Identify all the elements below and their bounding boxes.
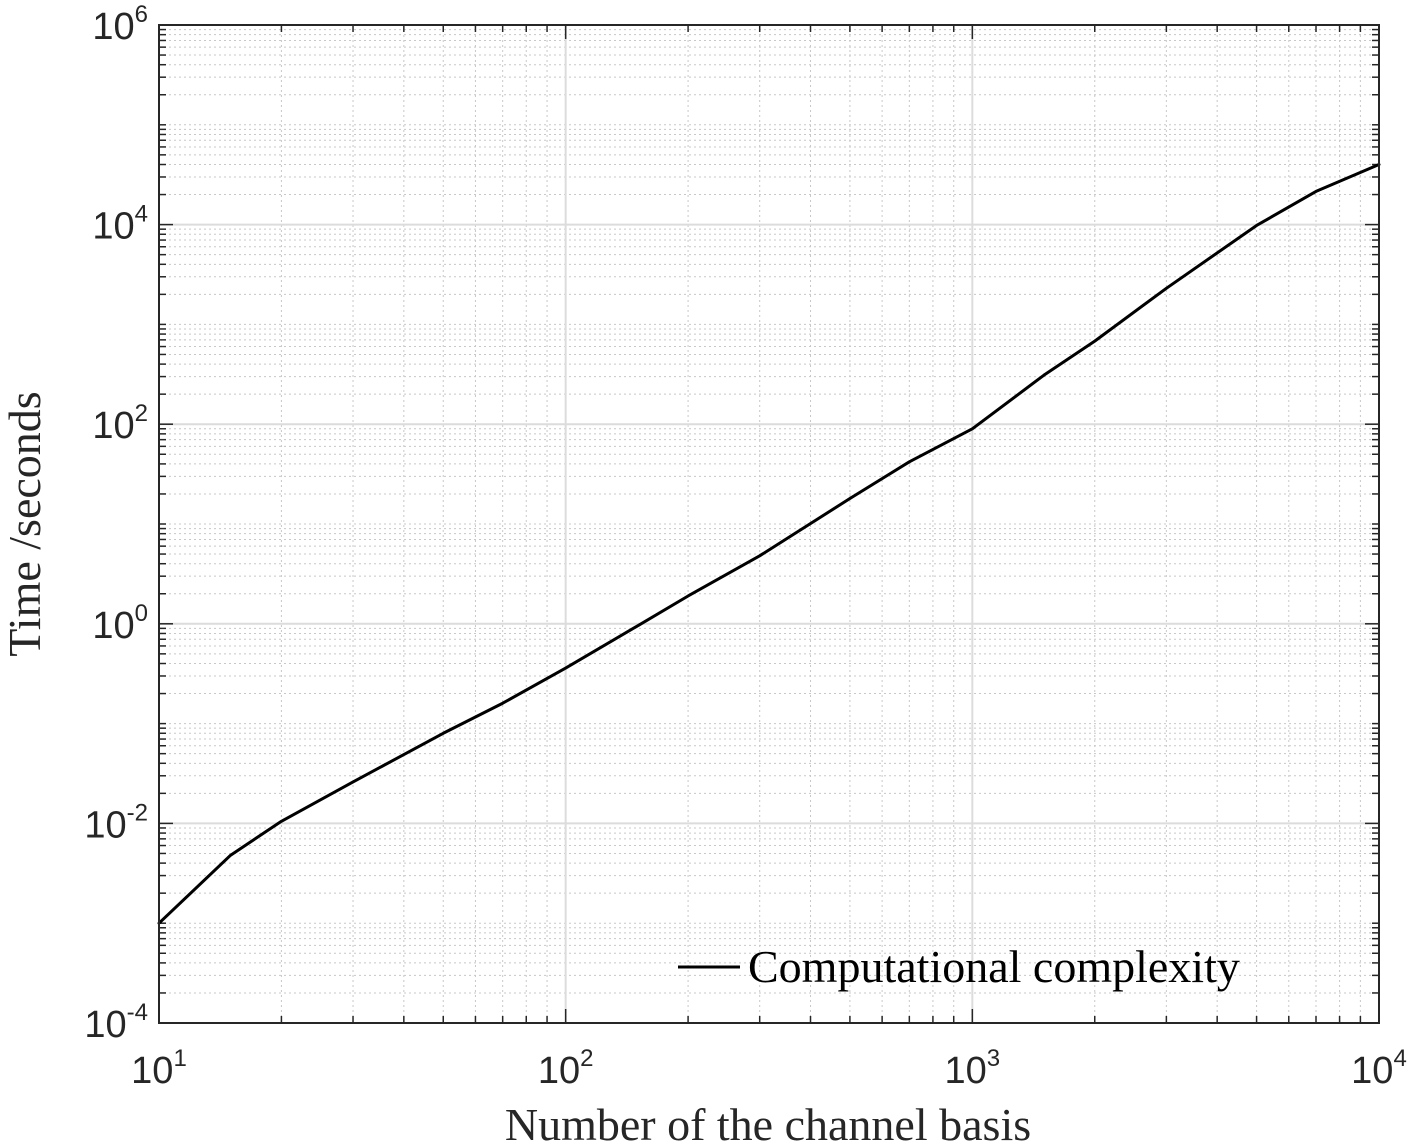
x-tick-label: 102 bbox=[538, 1045, 594, 1092]
x-axis-title: Number of the channel basis bbox=[505, 1099, 1031, 1145]
y-tick-label: 100 bbox=[92, 600, 148, 647]
y-tick-label: 106 bbox=[92, 1, 148, 48]
y-axis-title: Time /seconds bbox=[0, 391, 50, 656]
legend: Computational complexity bbox=[678, 941, 1240, 992]
x-tick-labels: 101 102 103 104 bbox=[131, 1045, 1407, 1092]
y-tick-label: 104 bbox=[92, 201, 148, 248]
y-tick-label: 102 bbox=[92, 400, 148, 447]
y-tick-label: 10-2 bbox=[84, 799, 148, 846]
series-line bbox=[157, 163, 1381, 925]
y-tick-label: 10-4 bbox=[84, 999, 148, 1046]
series-layer bbox=[157, 163, 1381, 925]
minor-grid bbox=[159, 25, 1379, 1023]
x-tick-label: 103 bbox=[945, 1045, 1001, 1092]
x-tick-label: 104 bbox=[1351, 1045, 1407, 1092]
legend-label: Computational complexity bbox=[748, 941, 1240, 992]
x-tick-label: 101 bbox=[131, 1045, 187, 1092]
y-tick-labels: 10-4 10-2 100 102 104 106 bbox=[84, 1, 148, 1046]
plot-frame bbox=[158, 24, 1380, 1024]
